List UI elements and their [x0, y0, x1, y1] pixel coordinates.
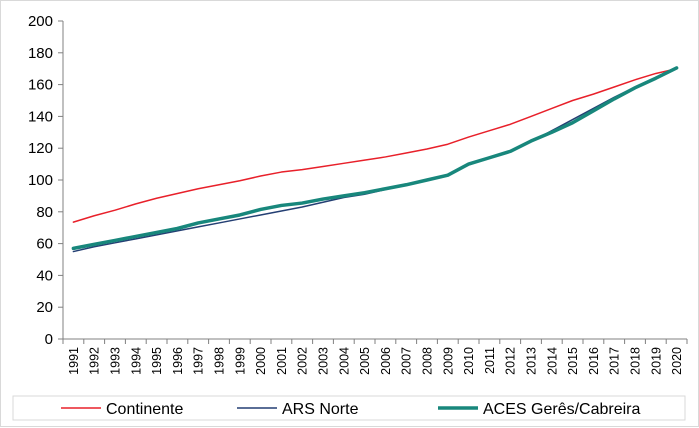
y-tick-label: 160 [28, 77, 53, 94]
x-tick-label: 2019 [649, 347, 663, 375]
series-line-1 [72, 67, 678, 223]
x-tick-label: 2006 [379, 347, 393, 375]
x-tick-label: 2009 [441, 347, 455, 375]
x-tick-label: 2010 [462, 347, 476, 375]
x-tick-label: 2020 [670, 347, 684, 375]
y-tick-label: 0 [45, 331, 53, 348]
x-tick-label: 2001 [275, 347, 289, 375]
x-tick-label: 2002 [296, 347, 310, 375]
legend-label-1: Continente [106, 401, 183, 418]
y-tick-label: 20 [36, 299, 53, 316]
y-tick-label: 180 [28, 45, 53, 62]
x-tick-label: 2016 [587, 347, 601, 375]
legend: Continente ARS Norte ACES Gerês/Cabreira [12, 395, 686, 421]
x-tick-label: 1998 [213, 347, 227, 375]
x-tick-label: 1996 [171, 347, 185, 375]
x-tick-label: 1994 [129, 347, 143, 375]
x-axis-ticks: 1991 1992 1993 1994 1995 1996 1997 1998 1999 2000… [62, 339, 688, 375]
x-tick-label: 1991 [67, 347, 81, 375]
x-tick-label: 1993 [109, 347, 123, 375]
y-tick-label: 40 [36, 267, 53, 284]
y-tick-label: 200 [28, 13, 53, 30]
y-tick-label: 100 [28, 172, 53, 189]
axes [62, 21, 687, 340]
x-tick-label: 2017 [608, 347, 622, 375]
x-tick-label: 1997 [192, 347, 206, 375]
x-tick-label: 1999 [233, 347, 247, 375]
x-tick-label: 2011 [483, 347, 497, 374]
x-tick-label: 1995 [150, 347, 164, 375]
x-tick-label: 2014 [545, 347, 559, 375]
x-tick-label: 2018 [629, 347, 643, 375]
x-tick-label: 1992 [88, 347, 102, 375]
x-tick-label: 2013 [525, 347, 539, 375]
x-tick-label: 2003 [317, 347, 331, 375]
legend-label-3: ACES Gerês/Cabreira [483, 401, 640, 418]
y-tick-label: 80 [36, 204, 53, 221]
legend-box [12, 395, 686, 421]
x-tick-label: 2015 [566, 347, 580, 375]
y-tick-label: 60 [36, 236, 53, 253]
x-tick-label: 2008 [421, 347, 435, 375]
y-axis-ticks: 0 20 40 60 80 100 120 140 160 180 200 [28, 13, 63, 348]
y-tick-label: 140 [28, 108, 53, 125]
series-line-3 [71, 66, 679, 251]
series-lines [71, 66, 679, 253]
x-tick-label: 2012 [504, 347, 518, 375]
x-tick-label: 2007 [400, 347, 414, 375]
x-tick-label: 2000 [254, 347, 268, 375]
legend-label-2: ARS Norte [282, 401, 359, 418]
x-tick-label: 2005 [358, 347, 372, 375]
x-tick-label: 2004 [337, 347, 351, 375]
y-tick-label: 120 [28, 140, 53, 157]
